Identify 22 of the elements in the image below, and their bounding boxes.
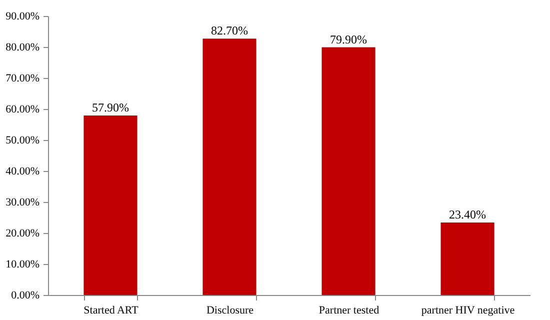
data-label: 82.70% (210, 24, 248, 38)
y-tick-label: 50.00% (6, 134, 40, 146)
x-tick-label: Partner tested (318, 304, 380, 316)
bar (202, 38, 256, 295)
data-label: 79.90% (330, 32, 368, 46)
x-tick-label: Started ART (84, 304, 139, 316)
data-label: 23.40% (449, 207, 486, 222)
y-tick-label: 80.00% (6, 42, 40, 54)
y-tick-label: 40.00% (6, 166, 40, 178)
y-tick-label: 0.00% (11, 290, 40, 302)
y-tick-label: 20.00% (6, 228, 40, 240)
y-tick-label: 30.00% (6, 196, 40, 208)
y-tick-label: 70.00% (6, 72, 40, 84)
y-tick-label: 90.00% (6, 10, 40, 22)
data-label: 57.90% (92, 100, 129, 115)
y-tick-label: 60.00% (6, 104, 40, 116)
x-tick-label: Disclosure (206, 304, 254, 316)
y-tick-label: 10.00% (6, 258, 40, 270)
bar (440, 222, 494, 295)
bar (84, 116, 138, 295)
x-tick-label: partner HIV negative (421, 304, 515, 316)
bar (322, 47, 376, 295)
